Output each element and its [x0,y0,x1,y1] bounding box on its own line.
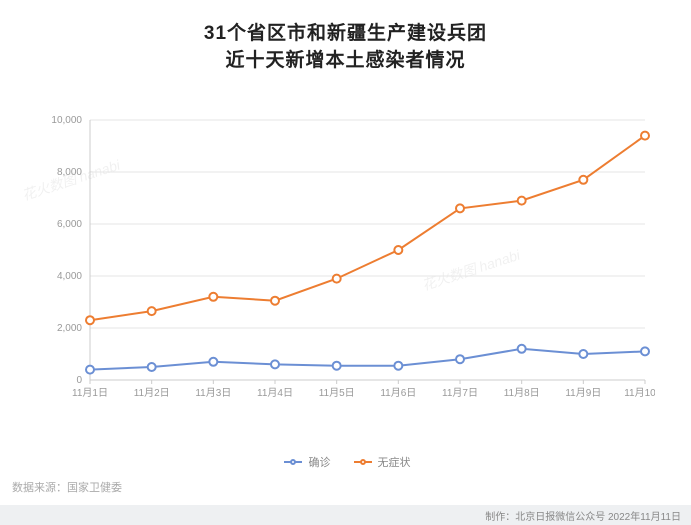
svg-text:11月10日: 11月10日 [624,387,655,399]
legend-label: 无症状 [378,454,411,470]
svg-text:4,000: 4,000 [57,271,82,282]
svg-text:11月2日: 11月2日 [134,387,170,399]
chart-title-block: 31个省区市和新疆生产建设兵团 近十天新增本土感染者情况 [0,0,691,72]
legend-swatch [354,461,372,463]
title-line-2: 近十天新增本土感染者情况 [0,45,691,72]
credit-bar: 制作：北京日报微信公众号 2022年11月11日 [0,505,691,525]
data-source: 数据来源：国家卫健委 [12,479,122,495]
title-line-1: 31个省区市和新疆生产建设兵团 [0,18,691,45]
svg-text:11月7日: 11月7日 [442,387,478,399]
svg-text:0: 0 [76,375,82,386]
legend-label: 确诊 [308,454,330,470]
svg-text:11月3日: 11月3日 [195,387,231,399]
svg-text:2,000: 2,000 [57,323,82,334]
svg-text:11月9日: 11月9日 [565,387,601,399]
svg-text:11月5日: 11月5日 [319,387,355,399]
chart-svg: 0 2,000 4,000 6,000 8,000 10,000 11月1日 11月2日 11月… [40,110,655,410]
legend-swatch [284,461,302,463]
legend-item-confirmed: 确诊 [284,454,330,470]
svg-text:11月1日: 11月1日 [72,387,108,399]
svg-text:6,000: 6,000 [57,219,82,230]
svg-text:11月8日: 11月8日 [504,387,540,399]
credit-text: 制作：北京日报微信公众号 2022年11月11日 [485,508,681,523]
legend: 确诊 无症状 [40,454,655,470]
svg-text:10,000: 10,000 [51,115,82,126]
legend-item-asymptomatic: 无症状 [354,454,411,470]
legend-marker [360,459,366,465]
svg-text:8,000: 8,000 [57,167,82,178]
svg-text:11月4日: 11月4日 [257,387,293,399]
line-chart: 0 2,000 4,000 6,000 8,000 10,000 11月1日 11月2日 11月… [40,110,655,440]
svg-text:11月6日: 11月6日 [380,387,416,399]
legend-marker [290,459,296,465]
